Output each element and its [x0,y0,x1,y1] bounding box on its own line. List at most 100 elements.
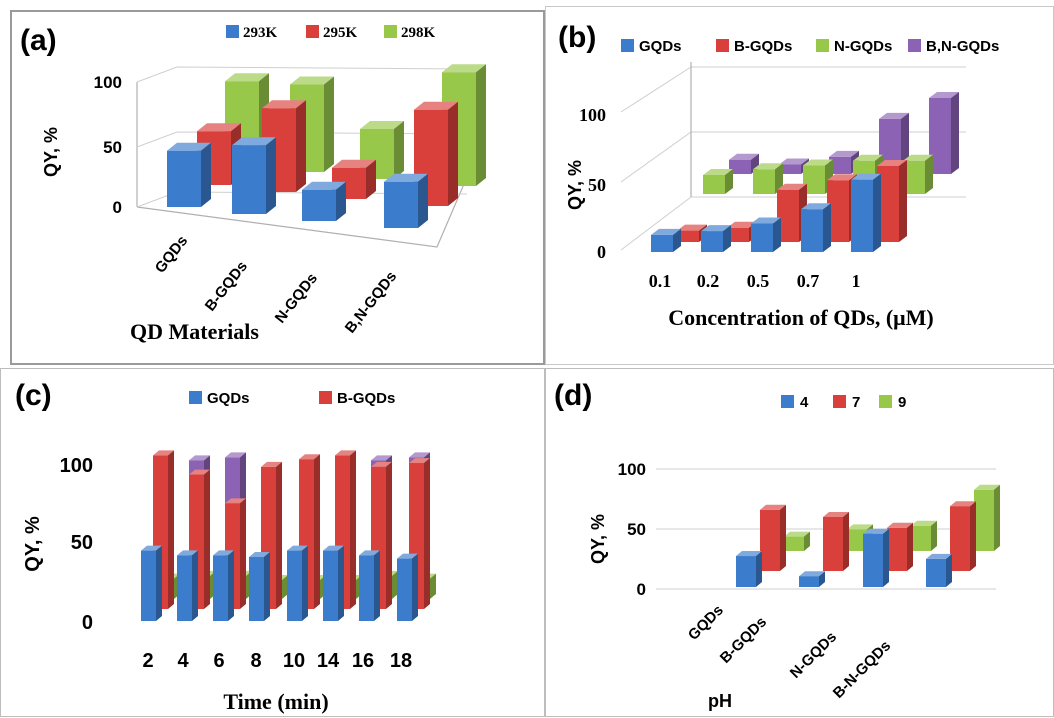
bar-pH4-GQDs [736,551,762,587]
x-tick-label: B-GQDs [202,258,251,314]
x-tick-label: 16 [352,650,374,672]
bar-293K-N-GQDs [302,181,346,221]
y-tick-label: 50 [71,532,93,554]
y-tick-label: 0 [597,242,606,262]
chart-c-canvas: (c) GQDs B-GQDs 100 50 0 QY, % 2 4 6 8 10 14 16 18 Time… [15,379,436,714]
y-axis-label: QY, % [41,127,61,177]
chart-b-canvas: (b) GQDs B-GQDs N-GQDs B,N-GQDs 100 50 0 QY, % 0.… [558,21,999,330]
bar-GQDs-0.2 [701,225,731,252]
bar-B-GQDs-1 [877,160,907,242]
bar-GQDs-16 [359,550,380,621]
legend-label-9: 9 [898,394,906,411]
bar-pH7-N-GQDs [887,522,913,571]
y-tick-label: 100 [94,73,122,92]
y-tick-label: 50 [103,138,122,157]
bar-B,N-GQDs-1 [929,92,959,174]
legend-swatch-9 [879,395,892,408]
y-tick-label: 0 [637,580,646,599]
bar-pH9-B-N-GQDs [974,484,1000,551]
panel-label: (b) [558,21,596,54]
y-tick-label: 100 [579,105,606,125]
x-tick-label: N-GQDs [787,629,840,682]
legend-swatch-4 [781,395,794,408]
bar-GQDs-6 [213,550,234,621]
y-tick-label: 100 [60,455,93,477]
legend-label-293K: 293K [243,25,278,41]
x-axis-label: Concentration of QDs, (μM) [668,305,933,330]
y-axis-label: QY, % [588,514,608,564]
bar-293K-B-GQDs [232,137,276,214]
bar-pH7-GQDs [760,504,786,571]
legend-swatch-GQDs [189,391,202,404]
panel-label: (a) [20,24,57,57]
x-tick-label: 6 [213,650,224,672]
y-tick-label: 0 [113,198,122,217]
bar-298K-B,N-GQDs [442,64,486,186]
legend-label-295K: 295K [323,25,358,41]
legend-swatch-N-GQDs [816,39,829,52]
x-tick-label: 10 [283,650,305,672]
y-axis-label: QY, % [565,160,585,210]
y-tick-label: 100 [618,460,646,479]
gridline [136,66,468,83]
bar-GQDs-14 [323,545,344,621]
x-tick-label: 0.2 [697,271,720,291]
x-tick-label: 0.7 [797,271,820,291]
bar-GQDs-1 [851,173,881,252]
x-tick-label: 8 [250,650,261,672]
bar-GQDs-0.1 [651,228,681,252]
bar-N-GQDs-0.2 [753,163,783,194]
bar-N-GQDs-0.1 [703,169,733,194]
bar-GQDs-0.5 [751,217,781,252]
bar-N-GQDs-1 [903,154,933,194]
legend-label-N-GQDs: N-GQDs [834,38,892,55]
x-tick-label: 2 [142,650,153,672]
legend-label-7: 7 [852,394,860,411]
bar-pH4-B-N-GQDs [926,553,952,587]
bar-pH9-GQDs [784,531,810,551]
legend-swatch-293K [226,25,239,38]
panel-label: (c) [15,379,52,412]
legend-label-GQDs: GQDs [639,38,682,55]
chart-panel-a: (a) 293K 295K 298K 100 50 0 QY, % GQDs B-GQDs N-GQ… [10,10,545,365]
chart-panel-d: (d) 4 7 9 100 50 0 QY, % GQDs B-GQDs N-GQDs B-N-GQD… [545,368,1054,717]
legend-swatch-298K [384,25,397,38]
bar-pH7-B-GQDs [823,512,849,571]
x-tick-label: 1 [852,271,861,291]
bar-GQDs-0.7 [801,203,831,252]
x-axis-label: pH [708,691,732,711]
legend-label-GQDs: GQDs [207,390,250,407]
legend-swatch-7 [833,395,846,408]
legend-label-B,N-GQDs: B,N-GQDs [926,38,999,55]
legend-label-B-GQDs: B-GQDs [734,38,792,55]
bar-pH4-N-GQDs [863,528,889,587]
x-tick-label: GQDs [685,602,727,644]
y-tick-label: 0 [82,612,93,634]
y-axis-label: QY, % [22,516,44,572]
panel-label: (d) [554,379,592,412]
x-axis-label: QD Materials [130,319,259,344]
x-tick-label: B-N-GQDs [830,637,894,701]
gridline [620,66,966,113]
bar-pH7-B-N-GQDs [950,501,976,571]
chart-panel-c: (c) GQDs B-GQDs 100 50 0 QY, % 2 4 6 8 10 14 16 18 Time… [0,368,545,717]
axis-floor [136,176,468,248]
bar-B-GQDs-14 [335,450,356,609]
legend-swatch-295K [306,25,319,38]
x-tick-label: GQDs [152,232,192,276]
bar-pH9-N-GQDs [911,520,937,551]
legend-label-B-GQDs: B-GQDs [337,390,395,407]
x-tick-label: 18 [390,650,412,672]
x-tick-label: 4 [177,650,189,672]
legend-swatch-GQDs [621,39,634,52]
legend-label-4: 4 [800,394,809,411]
y-tick-label: 50 [588,175,606,195]
x-tick-label: 0.1 [649,271,672,291]
y-tick-label: 50 [627,520,646,539]
legend-swatch-B,N-GQDs [908,39,921,52]
bar-GQDs-8 [249,552,270,621]
bar-298K-B-GQDs [290,76,334,172]
bar-pH4-B-GQDs [799,571,825,587]
